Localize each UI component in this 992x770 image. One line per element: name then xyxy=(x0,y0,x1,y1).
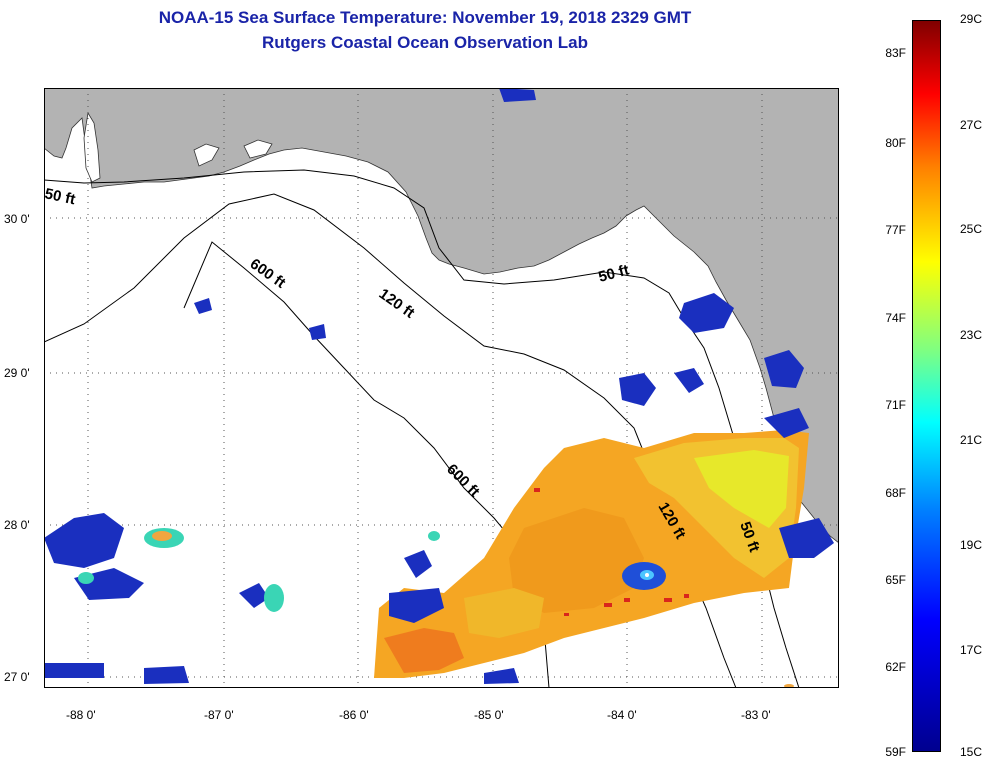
lat-label-29: 29 0' xyxy=(4,366,30,380)
temperature-colorbar xyxy=(912,20,941,752)
contour-label-50ft-west: 50 ft xyxy=(44,185,77,208)
map-title: NOAA-15 Sea Surface Temperature: Novembe… xyxy=(158,8,692,27)
land-mass xyxy=(43,87,840,544)
colorbar-c-label: 25C xyxy=(960,222,983,236)
colorbar-f-label: 65F xyxy=(885,573,906,587)
colorbar-c-label: 17C xyxy=(960,643,983,657)
colorbar-f-label: 59F xyxy=(885,745,906,759)
lon-label-84: -84 0' xyxy=(607,708,637,722)
colorbar-c-label: 27C xyxy=(960,118,983,132)
sst-map: 50 ft 600 ft 120 ft 50 ft 600 ft 120 ft … xyxy=(43,87,840,689)
lat-label-27: 27 0' xyxy=(4,670,30,684)
lon-label-83: -83 0' xyxy=(741,708,771,722)
colorbar-f-label: 62F xyxy=(885,660,906,674)
sst-map-svg: 50 ft 600 ft 120 ft 50 ft 600 ft 120 ft … xyxy=(43,87,840,689)
colorbar-f-label: 71F xyxy=(885,398,906,412)
map-subtitle: Rutgers Coastal Ocean Observation Lab xyxy=(262,33,588,52)
bay-choctaw xyxy=(243,139,273,159)
sst-data xyxy=(44,88,834,688)
lat-label-28: 28 0' xyxy=(4,518,30,532)
lon-label-88: -88 0' xyxy=(66,708,96,722)
colorbar-c-label: 21C xyxy=(960,433,983,447)
colorbar-f-label: 77F xyxy=(885,223,906,237)
lon-label-87: -87 0' xyxy=(204,708,234,722)
colorbar-c-label: 15C xyxy=(960,745,983,759)
bay-pensacola xyxy=(193,143,220,167)
lon-label-85: -85 0' xyxy=(474,708,504,722)
colorbar-f-label: 80F xyxy=(885,136,906,150)
colorbar-f-label: 83F xyxy=(885,46,906,60)
colorbar-c-label: 29C xyxy=(960,12,983,26)
colorbar-c-label: 19C xyxy=(960,538,983,552)
lat-label-30: 30 0' xyxy=(4,212,30,226)
lon-label-86: -86 0' xyxy=(339,708,369,722)
colorbar-f-label: 74F xyxy=(885,311,906,325)
colorbar-f-label: 68F xyxy=(885,486,906,500)
colorbar-c-label: 23C xyxy=(960,328,983,342)
map-border xyxy=(44,88,839,688)
